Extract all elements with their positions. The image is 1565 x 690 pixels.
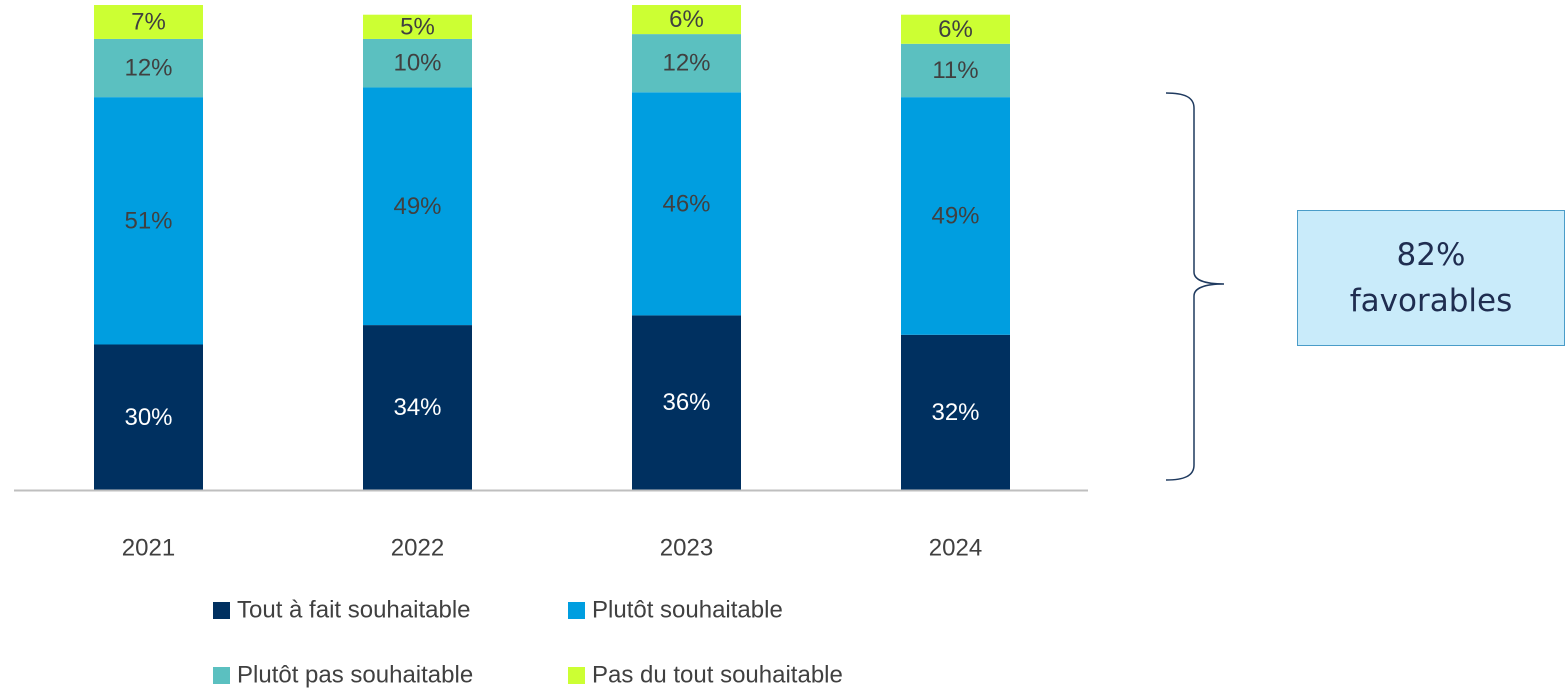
callout-label: favorables [1349, 283, 1513, 319]
legend-swatch-plutot-souhaitable [568, 602, 585, 619]
data-label-plutot-pas-souhaitable-2023: 12% [662, 50, 710, 77]
favorables-callout: 82% favorables [1297, 210, 1565, 346]
bar-tout-a-fait-souhaitable-2022 [363, 325, 472, 490]
data-label-tout-a-fait-souhaitable-2024: 32% [931, 399, 979, 426]
legend-label-plutot-pas-souhaitable: Plutôt pas souhaitable [237, 662, 473, 689]
legend-swatch-plutot-pas-souhaitable [213, 667, 230, 684]
bar-plutot-pas-souhaitable-2023 [632, 34, 741, 93]
data-label-pas-du-tout-souhaitable-2024: 6% [938, 16, 973, 43]
legend-swatch-pas-du-tout-souhaitable [568, 667, 585, 684]
legend-label-tout-a-fait-souhaitable: Tout à fait souhaitable [237, 597, 471, 624]
data-label-plutot-souhaitable-2023: 46% [662, 190, 710, 217]
legend-swatch-tout-a-fait-souhaitable [213, 602, 230, 619]
favorables-brace [1165, 92, 1225, 481]
data-label-pas-du-tout-souhaitable-2021: 7% [131, 8, 166, 35]
bar-plutot-pas-souhaitable-2022 [363, 38, 472, 88]
bar-pas-du-tout-souhaitable-2023 [632, 5, 741, 35]
x-tick-labels: 2021 2022 2023 2024 [122, 535, 982, 562]
legend: Tout à fait souhaitable Plutôt souhaitabl… [213, 597, 843, 689]
data-label-plutot-pas-souhaitable-2022: 10% [393, 50, 441, 77]
bar-pas-du-tout-souhaitable-2024 [901, 14, 1010, 44]
x-tick-label-2024: 2024 [929, 535, 982, 562]
data-label-pas-du-tout-souhaitable-2023: 6% [669, 6, 704, 33]
bar-tout-a-fait-souhaitable-2024 [901, 334, 1010, 490]
bar-pas-du-tout-souhaitable-2022 [363, 14, 472, 39]
x-tick-label-2021: 2021 [122, 535, 175, 562]
x-tick-label-2022: 2022 [391, 535, 444, 562]
data-label-plutot-souhaitable-2024: 49% [931, 202, 979, 229]
bar-plutot-souhaitable-2022 [363, 87, 472, 326]
data-label-plutot-souhaitable-2021: 51% [124, 207, 172, 234]
legend-label-plutot-souhaitable: Plutôt souhaitable [592, 597, 783, 624]
data-label-plutot-souhaitable-2022: 49% [393, 193, 441, 220]
x-tick-label-2023: 2023 [660, 535, 713, 562]
data-label-pas-du-tout-souhaitable-2022: 5% [400, 13, 435, 40]
callout-percentage: 82% [1396, 237, 1466, 273]
data-label-plutot-pas-souhaitable-2021: 12% [124, 55, 172, 82]
bar-plutot-pas-souhaitable-2021 [94, 38, 203, 98]
bar-plutot-souhaitable-2021 [94, 97, 203, 345]
bar-plutot-souhaitable-2023 [632, 92, 741, 316]
data-label-tout-a-fait-souhaitable-2023: 36% [662, 389, 710, 416]
data-label-tout-a-fait-souhaitable-2022: 34% [393, 394, 441, 421]
bar-tout-a-fait-souhaitable-2023 [632, 315, 741, 490]
bar-plutot-souhaitable-2024 [901, 97, 1010, 335]
bars-layer: 30% 51% 12% 7% 34% 49% 10% 5% 36% 46% 12% 6% 32% 49% 1… [94, 5, 1010, 490]
data-label-tout-a-fait-souhaitable-2021: 30% [124, 404, 172, 431]
bar-plutot-pas-souhaitable-2024 [901, 43, 1010, 98]
legend-label-pas-du-tout-souhaitable: Pas du tout souhaitable [592, 662, 843, 689]
data-label-plutot-pas-souhaitable-2024: 11% [932, 57, 978, 84]
bar-pas-du-tout-souhaitable-2021 [94, 5, 203, 39]
bar-tout-a-fait-souhaitable-2021 [94, 344, 203, 490]
